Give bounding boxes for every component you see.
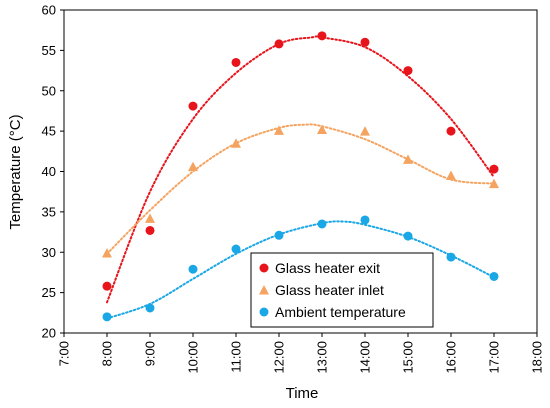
x-tick-label: 15:00	[401, 341, 416, 374]
ambient-temperature-point	[274, 230, 284, 240]
glass-heater-inlet-point	[231, 138, 241, 148]
x-tick-label: 14:00	[358, 341, 373, 374]
glass-heater-exit-point	[360, 37, 370, 47]
ambient-temperature-legend-marker	[259, 307, 269, 317]
ambient-temperature-point	[446, 252, 456, 262]
glass-heater-exit-legend-label: Glass heater exit	[275, 260, 380, 276]
ambient-temperature-point	[489, 271, 499, 281]
x-tick-label: 13:00	[315, 341, 330, 374]
glass-heater-exit-point	[446, 126, 456, 136]
y-tick-label: 45	[42, 124, 56, 139]
x-tick-label: 8:00	[100, 341, 115, 366]
glass-heater-exit-trendline	[106, 35, 495, 304]
y-tick-label: 50	[42, 83, 56, 98]
glass-heater-inlet-point	[403, 154, 413, 164]
glass-heater-inlet-point	[489, 178, 499, 189]
ambient-temperature-point	[360, 215, 370, 225]
glass-heater-inlet-point	[188, 161, 198, 172]
x-tick-label: 9:00	[143, 341, 158, 366]
x-tick-label: 16:00	[444, 341, 459, 374]
ambient-temperature-point	[403, 231, 413, 241]
x-tick-label: 11:00	[229, 341, 244, 373]
x-tick-label: 10:00	[186, 341, 201, 374]
legend-box	[250, 252, 434, 328]
glass-heater-inlet-point	[446, 170, 456, 181]
ambient-temperature-point	[102, 312, 112, 322]
glass-heater-exit-point	[274, 39, 284, 49]
y-tick-label: 35	[42, 204, 56, 219]
ambient-temperature-point	[145, 303, 155, 313]
y-tick-label: 20	[42, 326, 56, 341]
x-tick-label: 7:00	[57, 341, 72, 366]
glass-heater-exit-point	[403, 66, 413, 76]
glass-heater-exit-point	[231, 57, 241, 67]
glass-heater-inlet-legend-label: Glass heater inlet	[275, 282, 384, 298]
y-tick-label: 55	[42, 43, 56, 58]
ambient-temperature-point	[317, 219, 327, 229]
y-axis-title: Temperature (°C)	[7, 114, 24, 229]
glass-heater-inlet-point	[274, 125, 284, 135]
glass-heater-exit-point	[102, 281, 112, 291]
ambient-temperature-point	[188, 264, 198, 274]
ambient-temperature-legend-label: Ambient temperature	[275, 304, 406, 320]
glass-heater-inlet-legend-marker	[259, 285, 269, 295]
glass-heater-exit-legend-marker	[259, 263, 269, 273]
legend: Glass heater exit Glass heater inlet Ambie…	[250, 252, 434, 328]
axes: 20 25 30 35 40 45 50 55 60 7:00 8:00 9:00 10:00 11:00…	[42, 3, 545, 374]
glass-heater-inlet-point	[317, 124, 327, 135]
glass-heater-exit-point	[489, 164, 499, 174]
x-tick-label: 18:00	[530, 341, 545, 374]
markers	[102, 31, 499, 322]
glass-heater-inlet-point	[360, 126, 370, 136]
y-tick-label: 40	[42, 164, 56, 179]
x-axis-title: Time	[286, 385, 319, 402]
glass-heater-inlet-trendline	[106, 123, 495, 255]
y-tick-label: 30	[42, 245, 56, 260]
ambient-temperature-point	[231, 244, 241, 254]
x-tick-label: 12:00	[272, 341, 287, 374]
glass-heater-inlet-point	[145, 213, 155, 223]
glass-heater-exit-point	[188, 101, 198, 111]
glass-heater-exit-point	[317, 31, 327, 41]
y-tick-label: 25	[42, 285, 56, 300]
glass-heater-inlet-point	[102, 248, 112, 258]
glass-heater-exit-point	[145, 225, 155, 235]
x-tick-label: 17:00	[487, 341, 502, 374]
y-tick-label: 60	[42, 3, 56, 18]
